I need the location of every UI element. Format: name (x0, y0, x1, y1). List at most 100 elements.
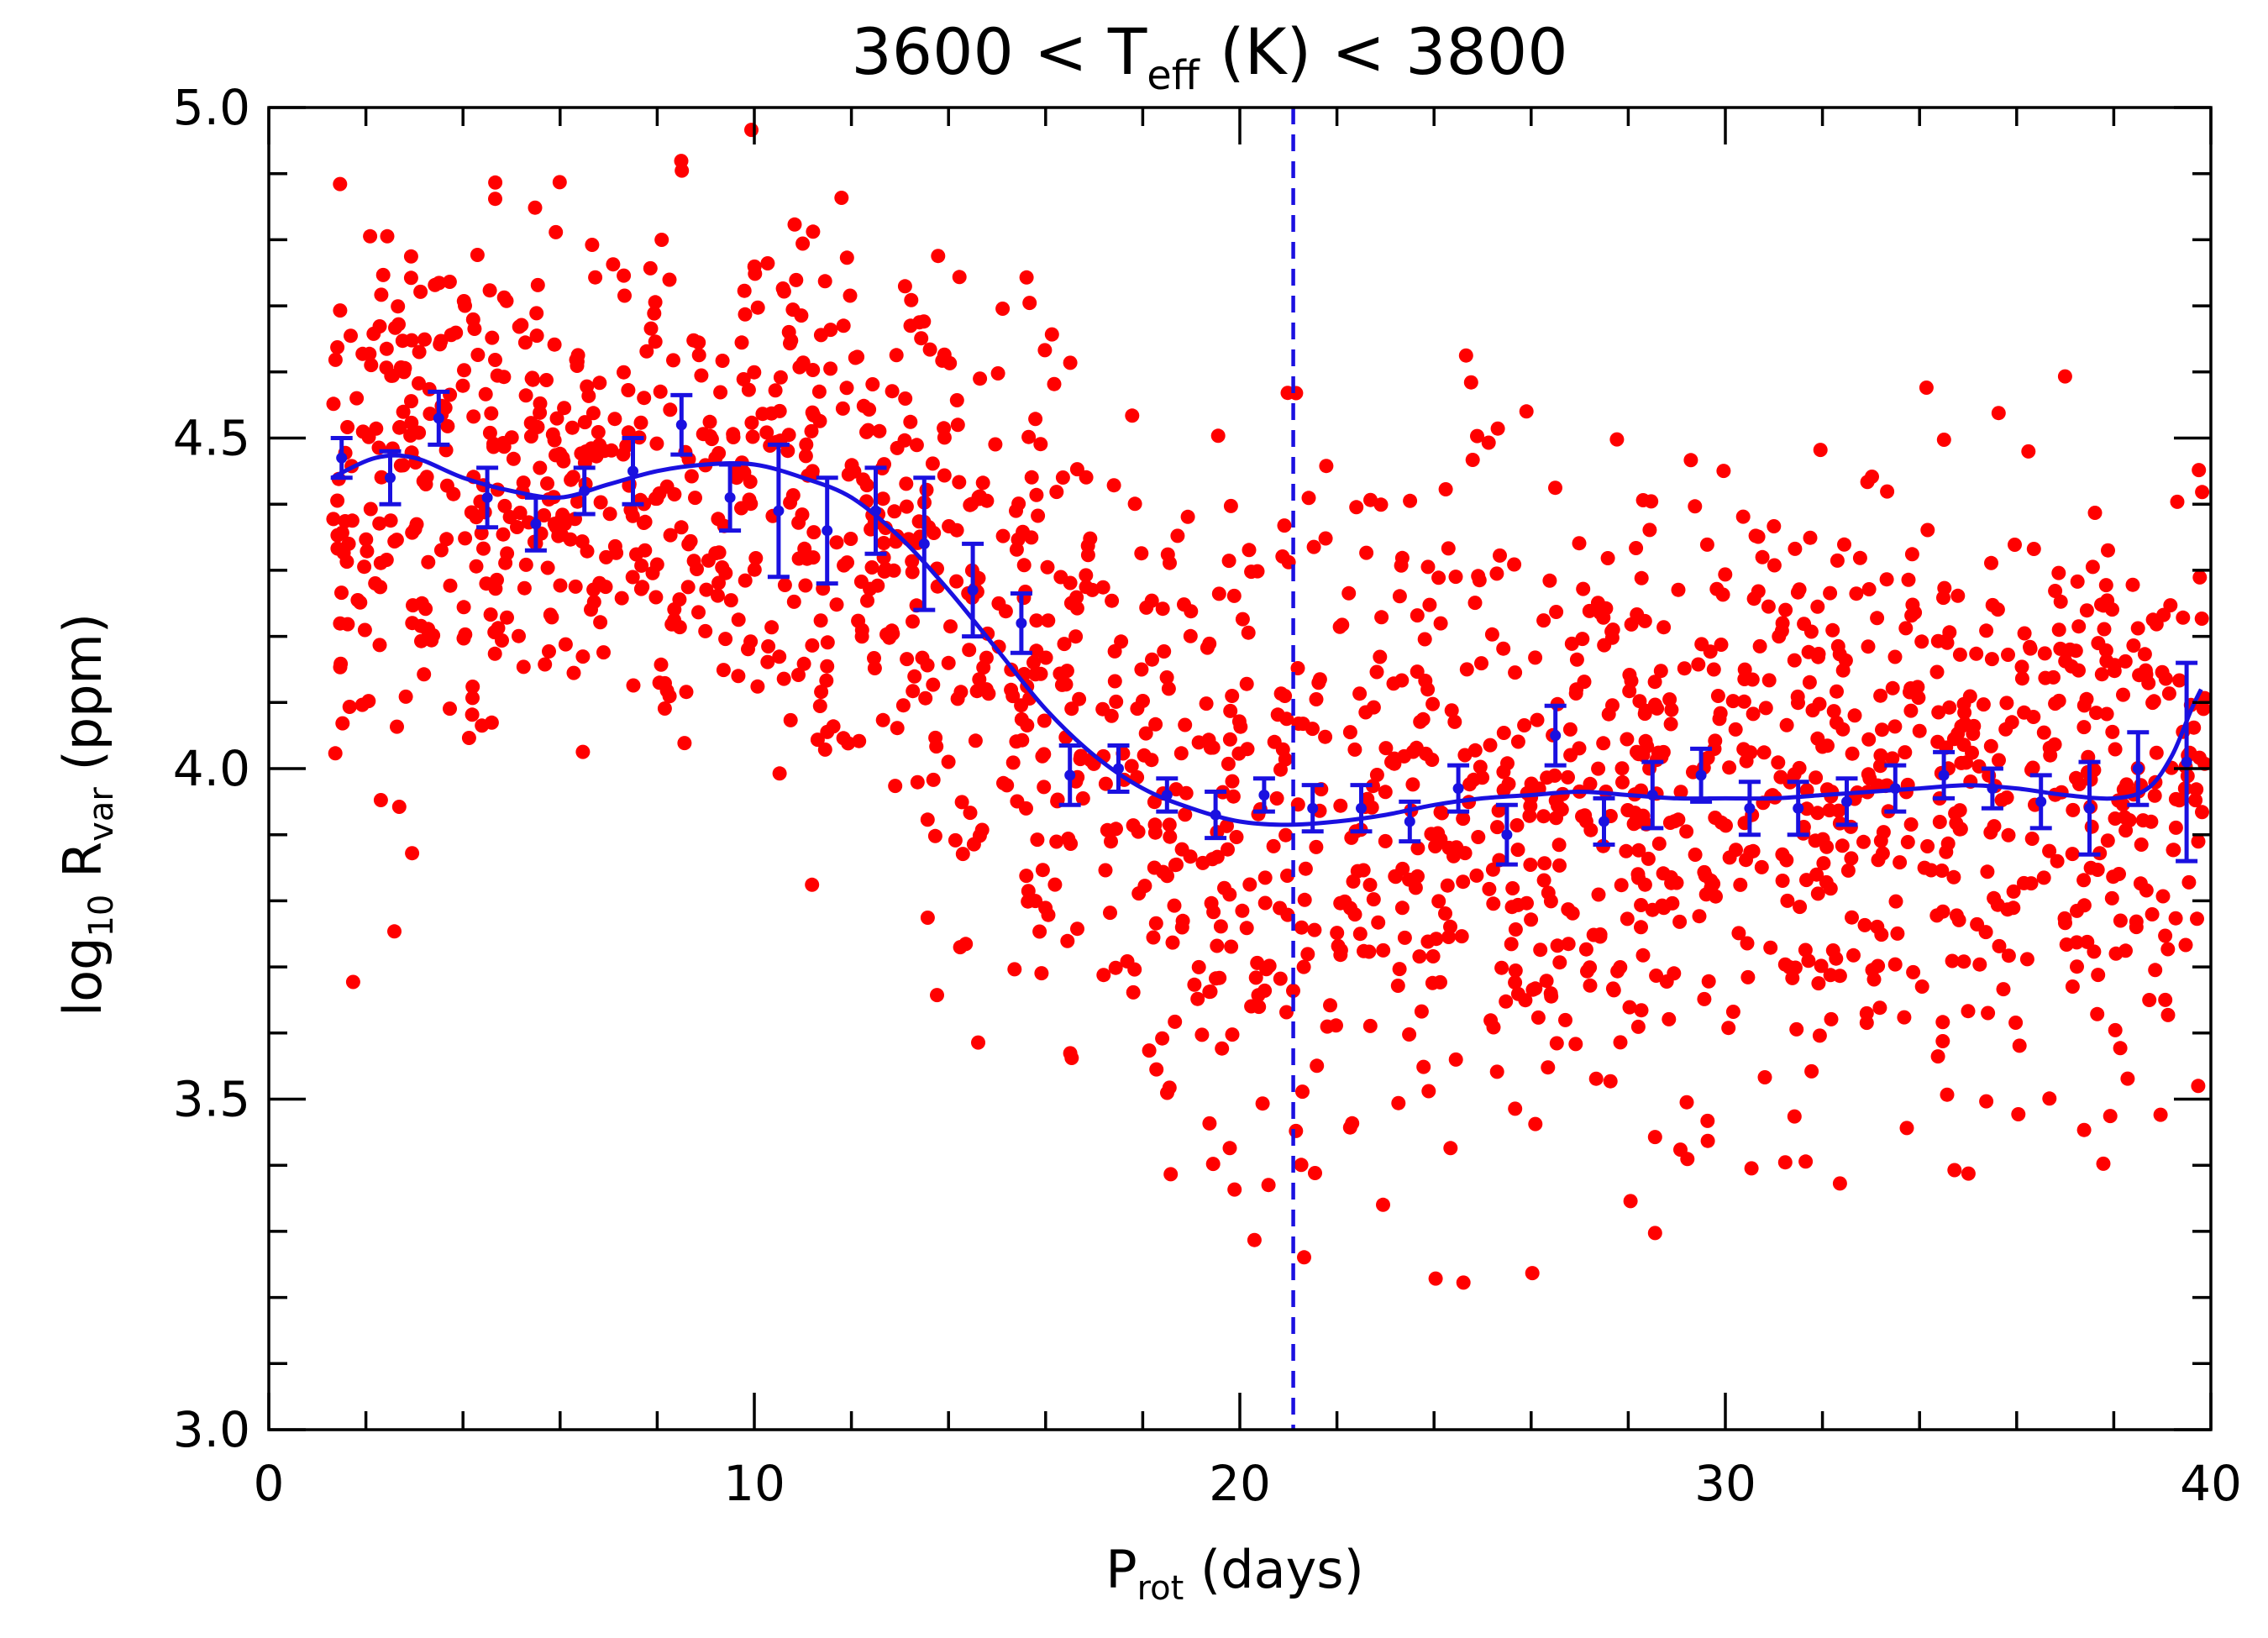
scatter-point (1359, 545, 1374, 560)
scatter-point (372, 516, 387, 531)
scatter-point (529, 306, 544, 321)
scatter-point (469, 559, 484, 574)
scatter-point (2096, 598, 2111, 613)
binned-point (962, 541, 984, 639)
scatter-point (2076, 720, 2092, 735)
scatter-point (333, 656, 349, 671)
scatter-point (1569, 652, 1584, 667)
scatter-point (966, 837, 981, 852)
scatter-point (931, 249, 946, 264)
scatter-point (1708, 733, 1723, 748)
scatter-point (1861, 582, 1877, 596)
scatter-point (2036, 870, 2051, 885)
scatter-point (1031, 508, 1046, 523)
scatter-point (1583, 776, 1598, 791)
scatter-point (2099, 706, 2114, 722)
scatter-point (1213, 919, 1228, 934)
scatter-point (1903, 703, 1919, 718)
scatter-point (1980, 864, 1995, 879)
scatter-point (626, 678, 641, 693)
scatter-point (1596, 736, 1611, 751)
scatter-point (1162, 817, 1177, 832)
scatter-point (474, 526, 489, 541)
scatter-point (1578, 808, 1593, 823)
scatter-point (1801, 644, 1816, 659)
scatter-point (743, 475, 758, 489)
scatter-point (539, 373, 554, 387)
y-tick-label-3.5: 3.5 (173, 1071, 250, 1128)
scatter-point (1362, 878, 1378, 892)
scatter-point (592, 375, 607, 391)
scatter-point (1551, 798, 1565, 813)
scatter-point (1481, 435, 1496, 450)
scatter-point (2129, 920, 2144, 935)
scatter-point (1615, 774, 1630, 790)
scatter-point (1804, 1063, 1819, 1079)
scatter-point (781, 428, 796, 443)
scatter-point (658, 675, 672, 690)
scatter-point (1936, 591, 1950, 606)
scatter-point (1528, 1116, 1543, 1131)
binned-point (2127, 730, 2150, 807)
scatter-point (648, 334, 663, 349)
scatter-point (1972, 957, 1987, 972)
scatter-point (372, 638, 387, 653)
binned-point (1010, 591, 1032, 655)
scatter-point (470, 248, 485, 262)
scatter-point (1034, 966, 1049, 981)
scatter-point (750, 300, 765, 315)
scatter-point (1620, 911, 1635, 927)
scatter-point (465, 690, 480, 706)
scatter-point (1168, 858, 1183, 873)
scatter-point (776, 671, 791, 686)
scatter-point (1261, 1178, 1276, 1193)
scatter-point (1688, 499, 1703, 514)
scatter-point (1893, 855, 1908, 870)
scatter-point (1746, 591, 1761, 606)
scatter-point (1736, 742, 1751, 757)
scatter-point (2112, 867, 2126, 881)
scatter-point (1373, 649, 1388, 664)
scatter-point (979, 493, 995, 508)
scatter-point (593, 615, 608, 630)
scatter-point (1647, 697, 1662, 712)
scatter-point (387, 924, 402, 939)
scatter-point (1223, 498, 1238, 513)
scatter-point (2148, 963, 2163, 978)
scatter-point (690, 562, 704, 576)
scatter-point (738, 307, 753, 322)
scatter-point (1033, 666, 1048, 681)
scatter-point (1716, 464, 1731, 479)
scatter-point (1297, 1250, 1311, 1265)
scatter-point (2108, 811, 2123, 826)
scatter-point (1549, 1036, 1564, 1051)
scatter-point (1792, 760, 1807, 775)
scatter-point (2098, 643, 2113, 658)
scatter-point (1536, 873, 1551, 888)
scatter-point (2069, 935, 2084, 950)
scatter-point (1180, 509, 1195, 524)
scatter-point (1583, 960, 1598, 975)
scatter-point (2168, 911, 2183, 926)
scatter-point (495, 633, 509, 648)
scatter-point (1755, 549, 1770, 564)
scatter-point (2084, 819, 2099, 834)
scatter-point (1473, 759, 1488, 774)
scatter-point (952, 270, 967, 285)
scatter-point (897, 279, 912, 294)
scatter-point (1932, 815, 1947, 829)
scatter-point (2096, 1156, 2111, 1171)
scatter-point (449, 325, 464, 340)
scatter-point (2037, 646, 2052, 661)
scatter-point (1308, 1166, 1322, 1180)
scatter-point (1499, 994, 1514, 1009)
scatter-point (388, 320, 402, 335)
scatter-point (2042, 843, 2057, 858)
scatter-point (1149, 1062, 1164, 1077)
scatter-point (1225, 1027, 1240, 1042)
scatter-point (1861, 639, 1876, 654)
scatter-point (442, 275, 457, 289)
scatter-point (1055, 470, 1070, 485)
scatter-point (1341, 585, 1357, 601)
scatter-point (1990, 602, 2005, 617)
